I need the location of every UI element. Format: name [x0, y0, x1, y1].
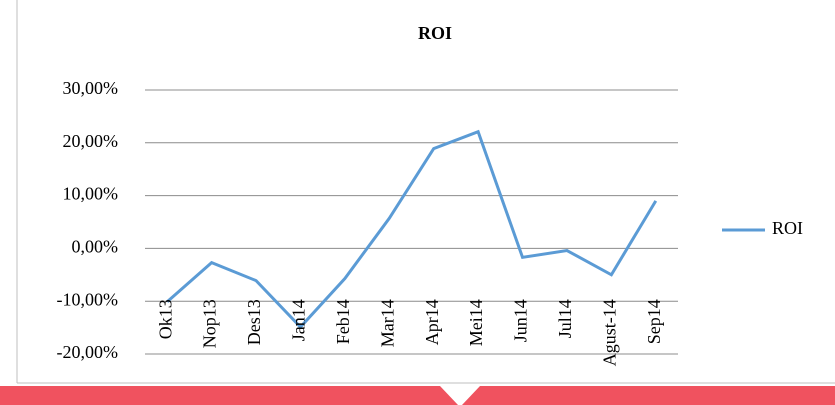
x-tick-label: Ok13	[155, 299, 175, 339]
series-line	[166, 129, 658, 330]
y-tick-label: -20,00%	[57, 342, 119, 362]
legend-label: ROI	[772, 218, 803, 238]
banner-notch	[440, 386, 480, 405]
x-tick-label: Jun14	[511, 299, 531, 342]
x-tick-label: Des13	[244, 299, 264, 345]
x-tick-label: Jan14	[289, 299, 309, 341]
x-tick-label: Mar14	[377, 299, 397, 347]
x-tick-label: Mei14	[466, 299, 486, 346]
x-tick-label: Sep14	[644, 299, 664, 344]
x-tick-label: Agust-14	[600, 299, 620, 366]
y-tick-label: 30,00%	[63, 78, 119, 98]
x-tick-label: Nop13	[200, 299, 220, 348]
x-tick-label: Jul14	[555, 299, 575, 338]
y-tick-label: -10,00%	[57, 289, 119, 309]
x-tick-label: Apr14	[422, 299, 442, 345]
chart-title: ROI	[418, 23, 452, 43]
x-tick-label: Feb14	[333, 299, 353, 344]
y-tick-label: 10,00%	[63, 184, 119, 204]
plot-area: -20,00% -10,00% 0,00% 10,00% 20,00% 30,00% Ok1…	[57, 78, 678, 366]
y-tick-label: 0,00%	[72, 237, 119, 257]
y-tick-label: 20,00%	[63, 131, 119, 151]
banner	[0, 386, 835, 405]
